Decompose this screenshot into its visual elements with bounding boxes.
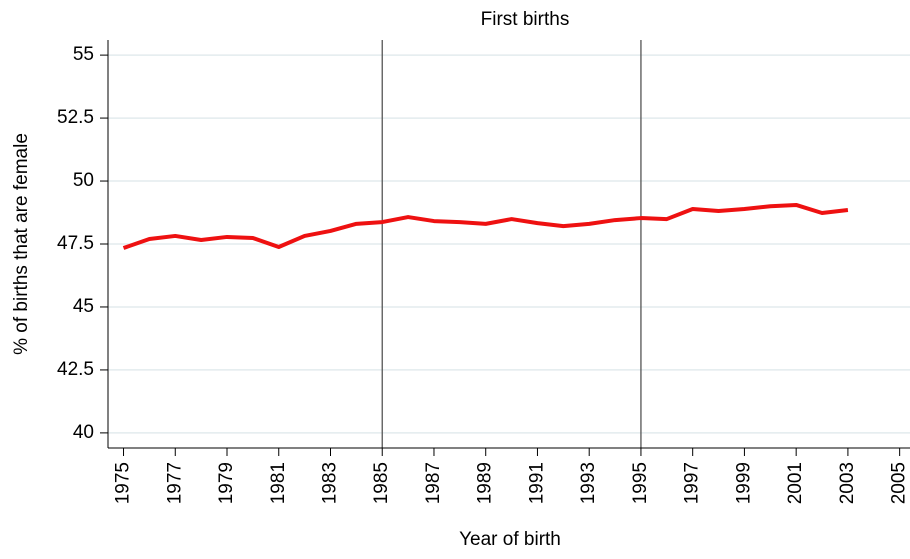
- y-axis-label: % of births that are female: [11, 133, 32, 355]
- x-tick-label: 1993: [578, 462, 599, 504]
- x-tick-label: 1975: [113, 462, 134, 504]
- x-tick-label: 1979: [216, 462, 237, 504]
- x-tick-label: 2003: [837, 462, 858, 504]
- x-tick-label: 2005: [889, 462, 910, 504]
- x-tick-label: 1989: [475, 462, 496, 504]
- y-tick-label: 55: [73, 44, 94, 65]
- x-tick-label: 1985: [371, 462, 392, 504]
- x-tick-label: 1991: [526, 462, 547, 504]
- y-tick-label: 40: [73, 422, 94, 443]
- chart-title: First births: [481, 9, 570, 30]
- data-line: [122, 202, 849, 250]
- x-tick-label: 1997: [682, 462, 703, 504]
- x-tick-label: 1999: [733, 462, 754, 504]
- y-tick-label: 52.5: [57, 107, 94, 128]
- y-tick-label: 45: [73, 296, 94, 317]
- x-tick-label: 1983: [320, 462, 341, 504]
- x-axis-label: Year of birth: [459, 529, 561, 550]
- y-tick-label: 50: [73, 170, 94, 191]
- x-tick-label: 1981: [268, 462, 289, 504]
- x-tick-label: 2001: [785, 462, 806, 504]
- x-tick-label: 1977: [164, 462, 185, 504]
- x-tick-label: 1995: [630, 462, 651, 504]
- y-tick-label: 47.5: [57, 233, 94, 254]
- y-tick-label: 42.5: [57, 359, 94, 380]
- x-tick-label: 1987: [423, 462, 444, 504]
